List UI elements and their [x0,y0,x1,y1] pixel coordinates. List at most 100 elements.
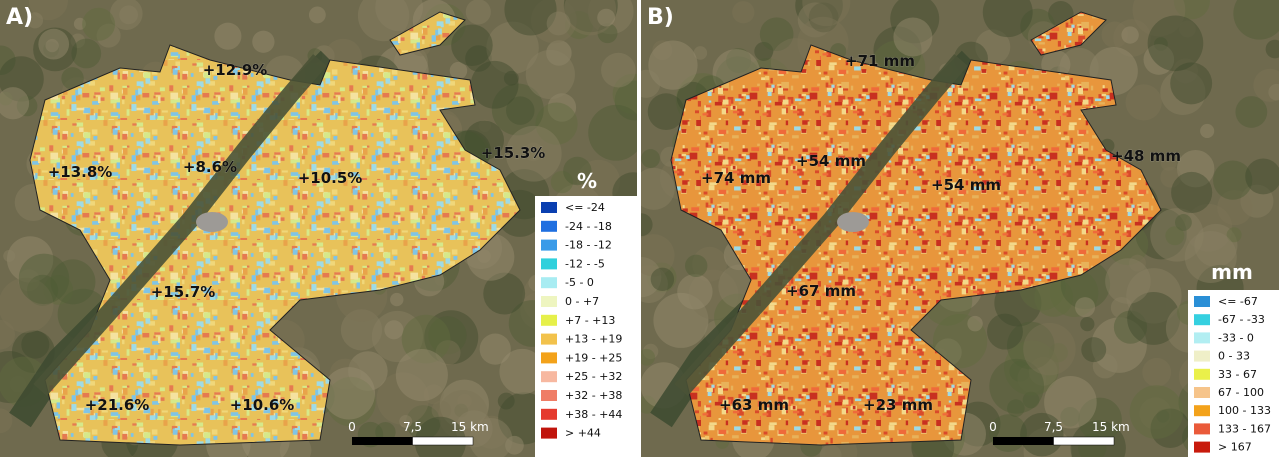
legend-label: -12 - -5 [565,257,605,270]
terrain-texture [726,48,752,74]
terrain-texture [423,384,444,405]
terrain-texture [1179,20,1196,38]
legend-label: +19 - +25 [565,351,622,364]
terrain-texture [530,0,577,44]
region-label: +54 mm [931,176,1001,194]
legend-title: % [577,169,597,193]
terrain-texture [506,96,535,125]
terrain-texture [653,292,709,348]
terrain-texture [390,292,404,307]
terrain-texture [1132,0,1186,37]
legend-label: -24 - -18 [565,220,612,233]
terrain-texture [505,125,562,182]
legend-swatch [541,277,557,289]
terrain-texture [873,26,922,75]
terrain-texture [371,310,424,363]
terrain-texture [1240,184,1274,218]
terrain-texture [503,70,519,86]
region-label: +63 mm [719,396,789,414]
town [837,212,869,232]
terrain-texture [82,7,116,41]
terrain-texture [1125,84,1162,121]
terrain-texture [808,2,839,33]
region-label: +54 mm [796,152,866,170]
terrain-texture [1147,15,1204,72]
terrain-texture [982,0,1033,38]
legend-label: <= -24 [565,201,605,214]
terrain-texture [1017,363,1047,393]
terrain-texture [454,403,469,418]
terrain-texture [505,435,524,455]
terrain-texture [434,273,447,286]
terrain-texture [1044,375,1097,429]
terrain-texture [652,40,673,61]
river-valley-overlay [674,54,968,396]
terrain-texture [428,316,467,355]
terrain-texture [375,0,423,32]
terrain-texture [989,358,1045,414]
legend-swatch [1194,296,1210,307]
terrain-texture [497,392,515,410]
terrain-texture [376,372,430,425]
terrain-texture [71,38,102,69]
legend-swatch [541,239,557,251]
terrain-texture [546,11,571,36]
terrain-texture [1194,223,1238,268]
terrain-texture [641,69,661,98]
terrain-texture [119,5,138,25]
scale-label: 0 [989,420,997,434]
legend-label: -33 - 0 [1218,331,1254,344]
region-label: +10.6% [230,396,295,414]
terrain-texture [478,119,492,133]
terrain-texture [987,313,1023,350]
terrain-texture [1156,409,1170,423]
terrain-texture [469,417,513,457]
legend-label: 33 - 67 [1218,368,1257,381]
terrain-texture [0,91,13,106]
terrain-texture [1142,357,1172,387]
region-label: +15.7% [151,283,216,301]
map-content [641,0,1279,457]
terrain-texture [1091,317,1147,373]
legend-label: > 167 [1218,441,1252,454]
terrain-texture [1154,37,1168,51]
legend-label: +13 - +19 [565,333,622,346]
terrain-texture [641,257,662,298]
terrain-texture [1213,160,1253,200]
legend-swatch [1194,332,1210,344]
terrain-texture [597,23,618,44]
terrain-texture [214,22,242,50]
legend-swatch [541,408,557,420]
terrain-texture [401,314,451,364]
legend-swatch [1194,314,1210,326]
legend-swatch [541,202,557,213]
terrain-texture [641,234,675,277]
terrain-texture [955,401,1001,447]
terrain-texture [614,80,637,121]
terrain-texture [50,259,96,305]
terrain-texture [1150,408,1190,449]
legend-swatch [541,371,557,383]
terrain-texture [395,348,448,402]
terrain-texture [1028,356,1058,386]
region-label: +23 mm [863,396,933,414]
terrain-texture [96,23,121,48]
terrain-texture [1233,0,1279,40]
terrain-texture [457,393,472,409]
terrain-texture [438,389,489,440]
terrain-texture [439,379,489,429]
terrain-texture [0,277,54,333]
terrain-texture [1160,154,1177,171]
terrain-texture [451,24,493,67]
legend-swatch [1194,405,1210,417]
terrain-texture [449,61,468,80]
region-label: +67 mm [786,282,856,300]
terrain-texture [1175,214,1192,231]
legend-label: +25 - +32 [565,370,622,383]
legend-swatch [541,427,557,439]
terrain-texture [340,309,383,351]
legend-swatch [1194,441,1210,453]
small-area [1030,11,1107,56]
terrain-texture [1113,310,1148,344]
terrain-texture [797,2,833,38]
